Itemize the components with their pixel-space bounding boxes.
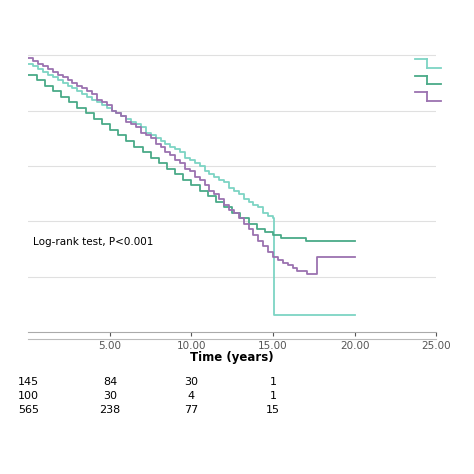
Text: 30: 30 bbox=[103, 391, 117, 401]
Text: 4: 4 bbox=[188, 391, 195, 401]
Text: 100: 100 bbox=[18, 391, 39, 401]
Text: 565: 565 bbox=[18, 405, 39, 415]
Text: 1: 1 bbox=[270, 376, 276, 387]
Text: 1: 1 bbox=[270, 391, 276, 401]
Text: 30: 30 bbox=[184, 376, 199, 387]
Text: 77: 77 bbox=[184, 405, 199, 415]
Text: 145: 145 bbox=[18, 376, 39, 387]
Text: 84: 84 bbox=[103, 376, 117, 387]
Text: 238: 238 bbox=[100, 405, 120, 415]
Text: Time (years): Time (years) bbox=[191, 351, 274, 365]
Text: 15: 15 bbox=[266, 405, 280, 415]
Text: Log-rank test, P<0.001: Log-rank test, P<0.001 bbox=[33, 237, 153, 247]
